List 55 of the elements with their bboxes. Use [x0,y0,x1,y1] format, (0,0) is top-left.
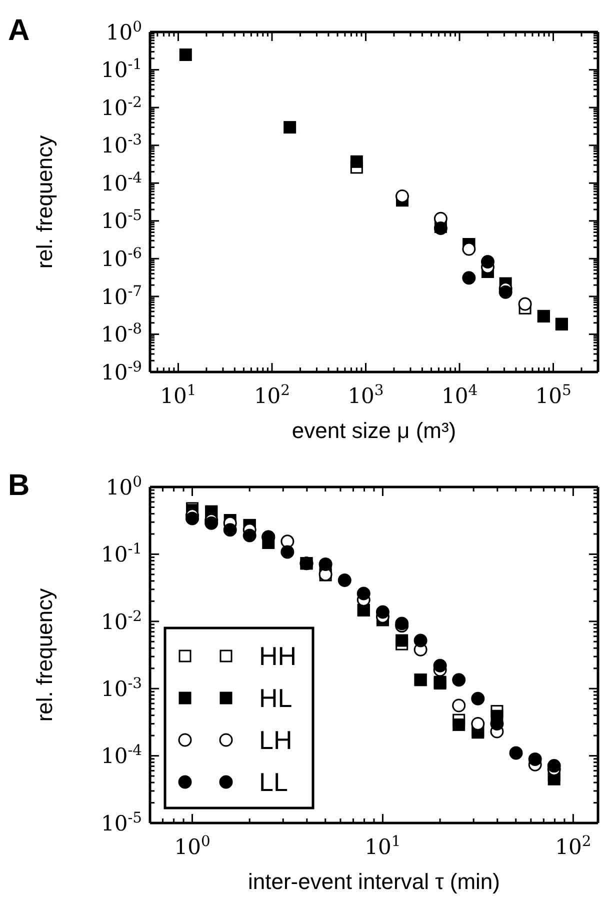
point [395,616,409,630]
y-tick-label: 10$^{-4}$ [100,742,142,768]
y-tick-label: 10$^{-6}$ [100,244,142,272]
x-axis-title: event size μ (m³) [292,418,456,443]
x-tick-label: 10$^{5}$ [535,382,572,408]
y-tick-label: 10$^{-2}$ [100,93,142,120]
point [509,746,523,760]
point [396,634,408,647]
x-tick-label: 10$^{2}$ [254,382,290,408]
y-tick-label: 10$^{-1}$ [100,56,142,82]
y-tick-label: 10$^{-2}$ [100,607,142,634]
y-tick-label: 10$^{-4}$ [100,168,142,196]
chart-title: A [8,14,30,47]
point [223,523,237,537]
y-axis-title: rel. frequency [32,588,57,722]
point [376,605,390,619]
x-tick-label: 10$^{1}$ [364,832,401,859]
x-tick-label: 10$^{1}$ [160,382,196,408]
point [452,698,466,712]
point [452,673,466,687]
y-axis-title: rel. frequency [32,135,57,269]
legend-label: LL [259,767,288,797]
y-tick-label: 10$^{-7}$ [100,282,142,309]
x-tick-label: 10$^{3}$ [348,382,384,408]
y-tick-label: 10$^{-9}$ [100,358,142,384]
chart-title: B [8,469,30,502]
x-tick-label: 10$^{0}$ [174,832,210,859]
point [528,752,542,766]
point [318,557,332,571]
y-tick-label: 10$^{0}$ [106,18,142,44]
x-tick-label: 10$^{2}$ [555,832,592,859]
y-tick-label: 10$^{-5}$ [100,206,142,234]
y-tick-label: 10$^{-3}$ [100,674,142,701]
point [338,573,352,587]
x-tick-label: 10$^{4}$ [441,382,478,408]
y-tick-label: 10$^{-5}$ [100,808,142,836]
point [204,516,218,530]
y-tick-label: 10$^{-3}$ [100,131,142,158]
legend-label: LH [259,725,292,755]
point [186,512,200,526]
point [242,528,256,542]
legend-label: HL [259,683,292,713]
point [356,586,370,600]
x-axis-title: inter-event interval τ (min) [248,869,500,894]
y-tick-label: 10$^{-8}$ [100,320,142,347]
point [280,545,294,559]
point [414,634,428,648]
y-tick-label: 10$^{0}$ [106,472,142,500]
point [547,759,561,773]
y-tick-label: 10$^{-1}$ [100,540,142,567]
point [471,716,485,730]
point [433,658,447,672]
legend-label: HH [259,641,297,671]
point [452,718,466,731]
point [471,692,485,706]
